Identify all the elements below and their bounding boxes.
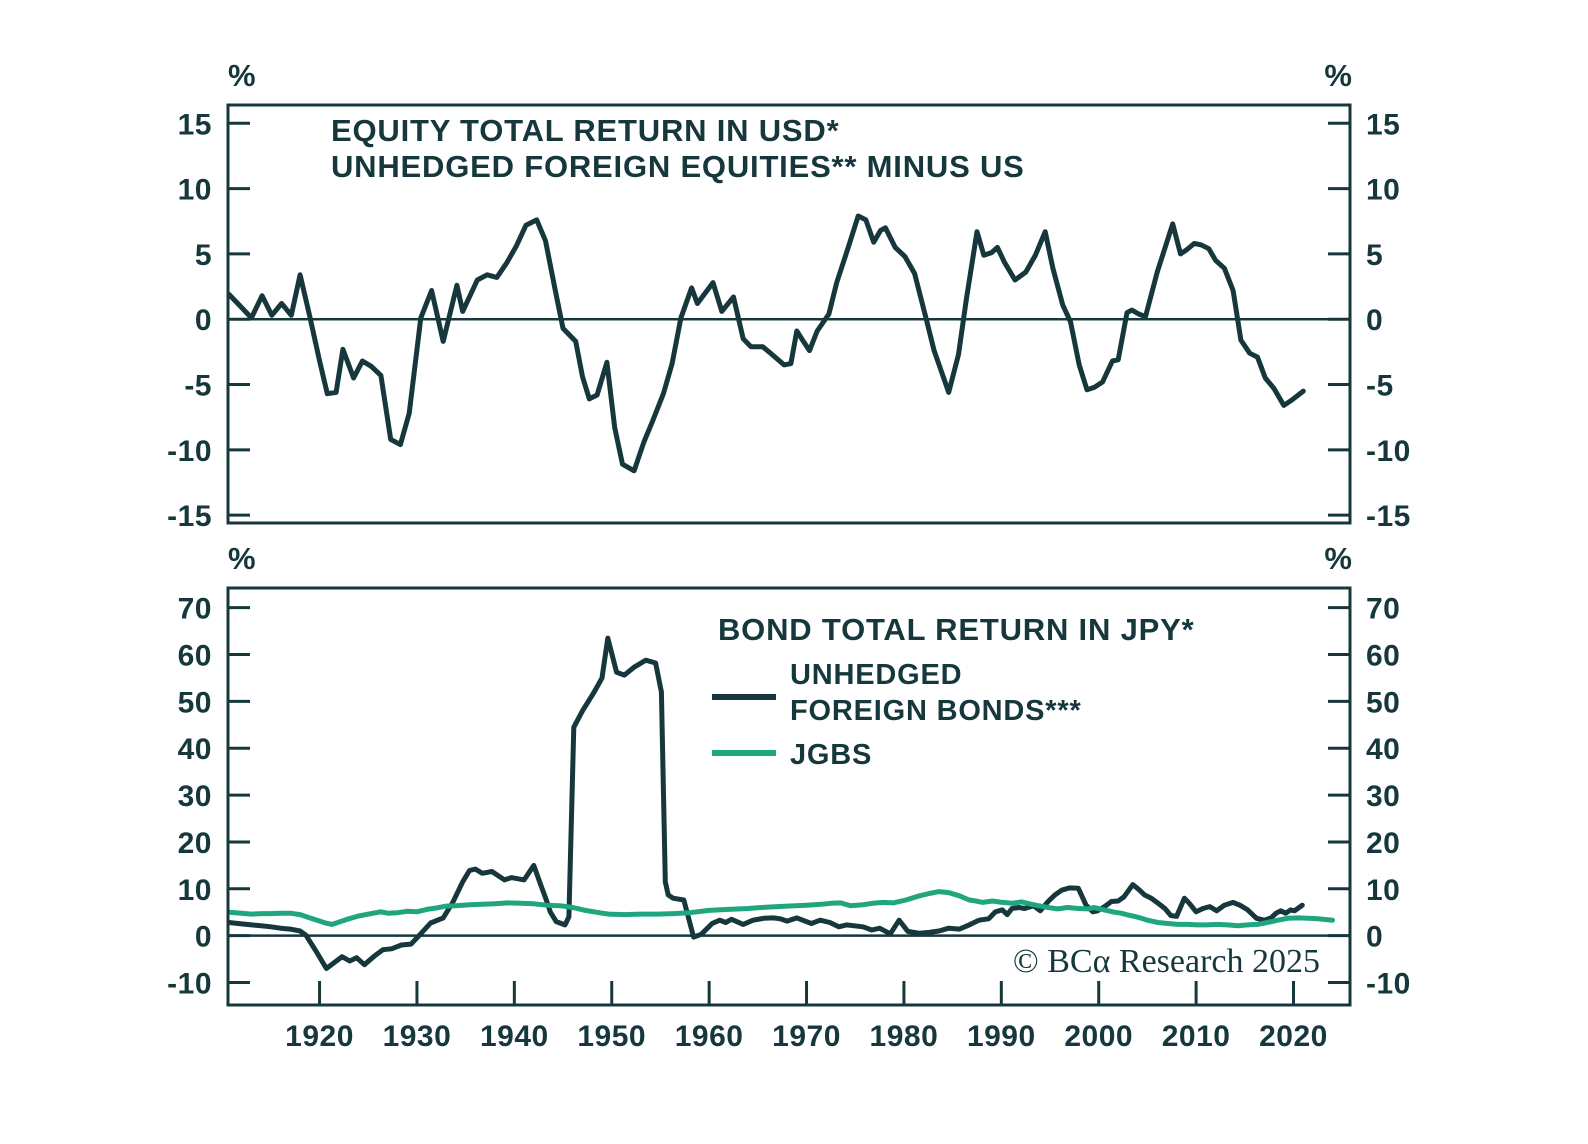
equity-title-line2: UNHEDGED FOREIGN EQUITIES** MINUS US [331, 149, 1025, 184]
equity-title-line1: EQUITY TOTAL RETURN IN USD* [331, 113, 840, 148]
y-tick-label-left: 50 [178, 686, 212, 719]
panel-frame [226, 103, 1352, 525]
y-tick-label-right: -5 [1366, 370, 1394, 403]
y-tick-label-right: 70 [1366, 593, 1400, 626]
equity-panel: 15 15 10 10 5 5 0 0 -5 -5 -10 -10 -15 -15 [167, 103, 1411, 533]
y-tick-label-right: 60 [1366, 640, 1400, 673]
legend-label-foreign-bonds-line1: UNHEDGED [790, 659, 962, 691]
y-tick-label-left: -5 [184, 370, 212, 403]
x-tick-label: 2020 [1259, 1020, 1328, 1053]
y-tick-label-right: 10 [1366, 874, 1400, 907]
y-tick-label-left: 10 [178, 874, 212, 907]
x-tick-label: 1950 [577, 1020, 646, 1053]
y-tick-label-left: 5 [195, 239, 212, 272]
bottom-panel-unit-right: % [1324, 541, 1352, 576]
y-tick-label-left: 10 [178, 174, 212, 207]
y-tick-label-right: 50 [1366, 686, 1400, 719]
panel-frame [226, 586, 1352, 1007]
x-tick-label: 1970 [772, 1020, 841, 1053]
copyright-notice: © BCα Research 2025 [1013, 943, 1320, 980]
x-tick-label: 1990 [967, 1020, 1036, 1053]
x-tick-label: 1930 [383, 1020, 452, 1053]
y-tick-label-left: 70 [178, 593, 212, 626]
y-tick-label-right: 0 [1366, 304, 1383, 337]
y-tick-label-left: -15 [167, 500, 212, 533]
x-tick-label: 1940 [480, 1020, 549, 1053]
y-tick-label-left: 0 [195, 304, 212, 337]
y-tick-label-right: 10 [1366, 174, 1400, 207]
y-tick-label-left: 30 [178, 780, 212, 813]
x-tick-label: 1980 [870, 1020, 939, 1053]
x-axis: 1920 1930 1940 1950 1960 1970 1980 1990 2000 2010… [285, 981, 1328, 1053]
y-tick-label-left: -10 [167, 435, 212, 468]
y-tick-label-left: 0 [195, 921, 212, 954]
legend-label-jgbs: JGBS [790, 739, 872, 771]
y-tick-label-left: 40 [178, 733, 212, 766]
unhedged-foreign-equities-minus-us-line [226, 213, 1306, 474]
y-tick-label-right: 30 [1366, 780, 1400, 813]
y-tick-label-left: 15 [178, 108, 212, 141]
jgbs-line [226, 889, 1335, 929]
y-tick-label-right: -10 [1366, 968, 1411, 1001]
y-tick-label-left: 20 [178, 827, 212, 860]
y-tick-label-left: -10 [167, 968, 212, 1001]
x-tick-label: 2010 [1162, 1020, 1231, 1053]
x-tick-label: 1960 [675, 1020, 744, 1053]
x-tick-label: 1920 [285, 1020, 354, 1053]
legend: UNHEDGED FOREIGN BONDS*** JGBS [712, 659, 1082, 771]
y-tick-label-right: 15 [1366, 108, 1400, 141]
y-tick-label-right: 40 [1366, 733, 1400, 766]
top-panel-unit-right: % [1324, 58, 1352, 93]
y-tick-label-right: -15 [1366, 500, 1411, 533]
y-tick-label-right: 0 [1366, 921, 1383, 954]
y-tick-label-right: -10 [1366, 435, 1411, 468]
legend-label-foreign-bonds-line2: FOREIGN BONDS*** [790, 695, 1082, 727]
y-tick-label-right: 20 [1366, 827, 1400, 860]
bond-panel: 70 70 60 60 50 50 40 40 30 30 20 20 10 10 0 0 -10 -10 [167, 586, 1411, 1007]
bond-title: BOND TOTAL RETURN IN JPY* [718, 612, 1195, 647]
bottom-panel-unit-left: % [228, 541, 256, 576]
y-tick-label-right: 5 [1366, 239, 1383, 272]
y-tick-label-left: 60 [178, 640, 212, 673]
x-tick-label: 2000 [1064, 1020, 1133, 1053]
top-panel-unit-left: % [228, 58, 256, 93]
unhedged-foreign-bonds-line [226, 635, 1305, 971]
